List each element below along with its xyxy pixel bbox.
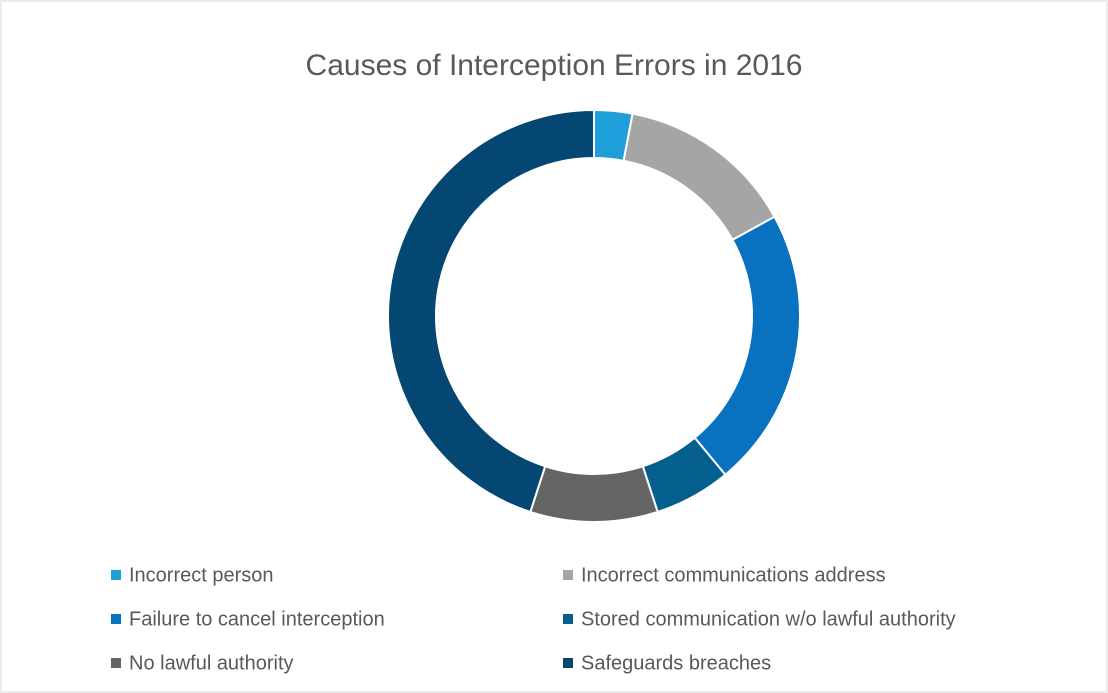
legend-label: Incorrect person xyxy=(129,564,274,586)
legend-label: Stored communication w/o lawful authorit… xyxy=(581,608,956,630)
legend-swatch xyxy=(563,614,573,624)
legend-swatch xyxy=(563,658,573,668)
chart-title: Causes of Interception Errors in 2016 xyxy=(306,49,803,82)
legend-swatch xyxy=(563,570,573,580)
legend-label: Incorrect communications address xyxy=(581,564,886,586)
donut-slice xyxy=(387,108,595,514)
legend-swatch xyxy=(111,614,121,624)
donut-slice xyxy=(529,465,659,523)
legend-label: Safeguards breaches xyxy=(581,652,771,674)
legend-swatch xyxy=(111,570,121,580)
legend-label: No lawful authority xyxy=(129,652,294,674)
legend-swatch xyxy=(111,658,121,668)
legend-label: Failure to cancel interception xyxy=(129,608,385,630)
